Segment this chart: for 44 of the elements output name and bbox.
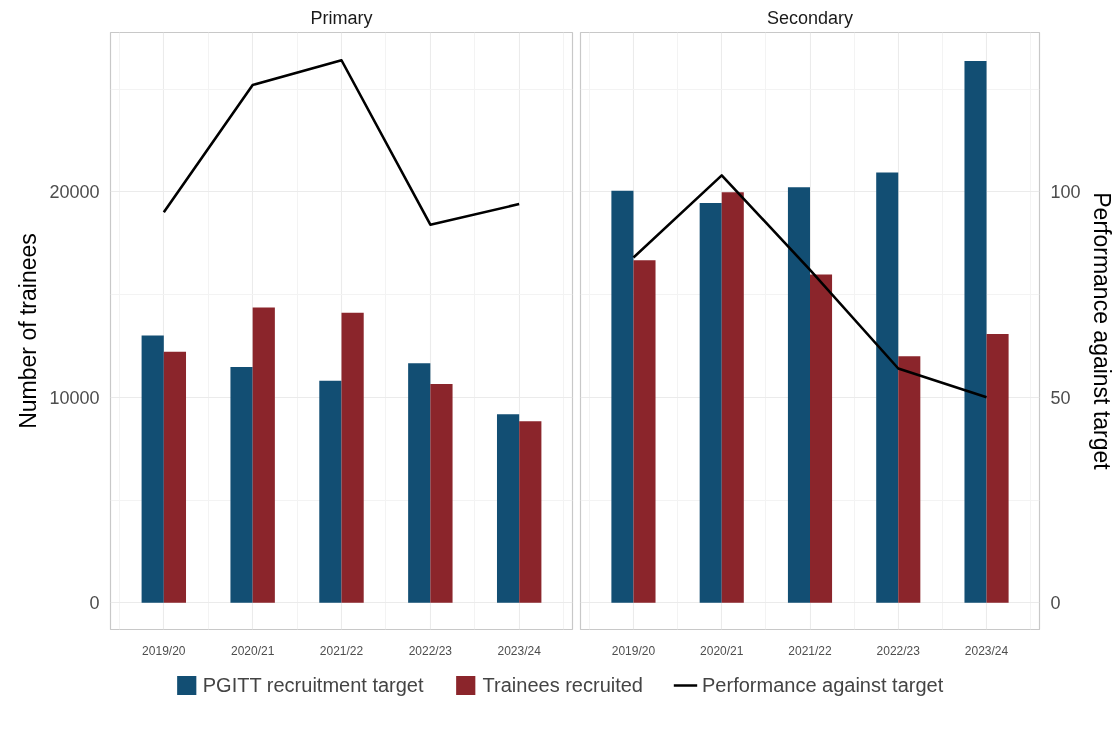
- legend-label: PGITT recruitment target: [202, 673, 424, 697]
- bar: [496, 414, 520, 603]
- legend-label: Trainees recruited: [482, 673, 644, 697]
- bar: [319, 380, 342, 603]
- bar: [430, 384, 453, 603]
- x-tick-label: 2023/24: [964, 643, 1009, 658]
- legend-label: Performance against target: [702, 673, 944, 697]
- x-tick-label: 2023/24: [497, 643, 542, 658]
- bar: [898, 356, 921, 603]
- bar: [964, 61, 987, 603]
- y2-tick-label: 100: [1050, 182, 1081, 203]
- bar: [141, 335, 164, 603]
- x-tick-label: 2020/21: [700, 643, 744, 658]
- x-tick-label: 2021/22: [788, 643, 833, 658]
- bar: [876, 172, 899, 603]
- x-tick-label: 2019/20: [611, 643, 656, 658]
- bar: [408, 363, 431, 603]
- bar: [633, 260, 656, 603]
- x-tick-label: 2022/23: [408, 643, 453, 658]
- bar: [341, 312, 364, 603]
- chart-title: Primary: [310, 7, 373, 28]
- y-tick-label: 10000: [49, 387, 100, 408]
- bar: [230, 367, 253, 603]
- y-tick-label: 0: [89, 593, 100, 614]
- bar: [252, 307, 275, 603]
- y-axis-title: Number of trainees: [15, 233, 42, 429]
- bar: [611, 190, 634, 603]
- bar: [721, 192, 744, 603]
- y2-axis-title: Performance against target: [1088, 192, 1115, 471]
- bar: [163, 351, 187, 603]
- bar: [519, 421, 542, 603]
- bar: [787, 187, 810, 603]
- y-tick-label: 20000: [49, 182, 100, 203]
- chart-title: Secondary: [766, 7, 854, 28]
- bar: [699, 203, 722, 603]
- y2-tick-label: 0: [1050, 593, 1061, 614]
- y2-tick-label: 50: [1050, 387, 1071, 408]
- bar: [986, 333, 1009, 603]
- x-tick-label: 2022/23: [876, 643, 921, 658]
- bar: [810, 274, 833, 603]
- x-tick-label: 2019/20: [142, 643, 186, 658]
- x-tick-label: 2021/22: [319, 643, 364, 658]
- line-series: [632, 174, 988, 399]
- x-tick-label: 2020/21: [230, 643, 275, 658]
